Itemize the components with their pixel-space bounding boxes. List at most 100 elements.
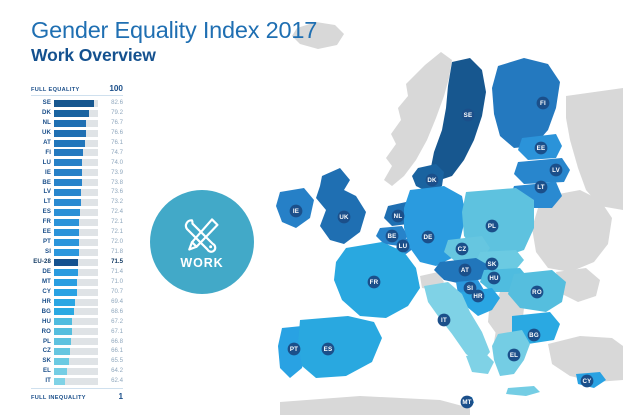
full-equality-value: 100 <box>109 84 123 93</box>
bar-fill <box>54 149 83 157</box>
map-badge-label: NL <box>394 213 403 220</box>
bar-track <box>54 228 98 236</box>
country-code-label: FR <box>42 218 51 226</box>
map-badge-label: HR <box>473 293 483 300</box>
bar-row: HU 67.2 <box>31 318 123 327</box>
country-code-label: EE <box>42 228 51 236</box>
bar-track <box>54 308 98 316</box>
country-code-label: DE <box>42 267 51 275</box>
bar-row: LU 74.0 <box>31 159 123 168</box>
bar-value-label: 70.7 <box>111 287 123 295</box>
map-badge-circle <box>367 275 381 289</box>
bar-value-label: 73.9 <box>111 168 123 176</box>
country-code-label: BE <box>42 178 51 186</box>
bar-fill <box>54 169 82 177</box>
bar-value-label: 72.1 <box>111 218 123 226</box>
bar-track <box>54 318 98 326</box>
map-badge-circle <box>287 342 301 356</box>
bar-value-label: 68.6 <box>111 307 123 315</box>
map-badge-label: DE <box>424 234 433 241</box>
bar-value-label: 72.4 <box>111 208 123 216</box>
bar-track <box>54 258 98 266</box>
bar-fill <box>54 288 78 296</box>
country-uk <box>316 168 366 244</box>
bar-row: AT 76.1 <box>31 139 123 148</box>
bar-row: RO 67.1 <box>31 328 123 337</box>
map-badge-label: FI <box>540 100 546 107</box>
bar-row: DE 71.4 <box>31 268 123 277</box>
map-badge-label: SI <box>467 285 473 292</box>
full-inequality-label: FULL INEQUALITY <box>31 394 86 401</box>
bar-row: SE 82.6 <box>31 99 123 108</box>
bar-value-label: 67.2 <box>111 317 123 325</box>
bar-value-label: 62.4 <box>111 377 123 385</box>
map-badge-label: LT <box>537 184 545 191</box>
bar-value-label: 67.1 <box>111 327 123 335</box>
bar-track <box>54 159 98 167</box>
country-code-label: FI <box>45 148 51 156</box>
page-subtitle: Work Overview <box>31 44 156 65</box>
bar-track <box>54 268 98 276</box>
bar-fill <box>54 119 86 127</box>
bar-fill <box>54 109 90 117</box>
bar-fill <box>54 179 82 187</box>
scale-bottom-legend: FULL INEQUALITY 1 <box>31 392 123 401</box>
map-badge-circle <box>530 285 544 299</box>
bar-value-label: 71.0 <box>111 277 123 285</box>
bar-track <box>54 109 98 117</box>
bar-row: CZ 66.1 <box>31 347 123 356</box>
bar-row: EE 72.1 <box>31 228 123 237</box>
bar-track <box>54 179 98 187</box>
bar-row: FI 74.7 <box>31 149 123 158</box>
bar-fill <box>54 378 65 386</box>
bar-value-label: 72.1 <box>111 228 123 236</box>
bar-value-label: 71.4 <box>111 267 123 275</box>
map-badge-circle <box>487 271 501 285</box>
bar-value-label: 66.1 <box>111 347 123 355</box>
bar-value-label: 73.6 <box>111 188 123 196</box>
country-ranking-chart: FULL EQUALITY 100 SE 82.6 DK 79.2 NL 76.7 UK 76… <box>31 84 123 401</box>
country-belarus-ukraine <box>532 190 612 272</box>
country-code-label: MT <box>42 277 51 285</box>
bar-value-label: 73.2 <box>111 198 123 206</box>
bar-track <box>54 139 98 147</box>
map-badge-label: LU <box>399 243 408 250</box>
map-badge-circle <box>391 209 405 223</box>
country-code-label: UK <box>41 128 51 136</box>
bar-track <box>54 238 98 246</box>
map-badge-circle <box>396 239 410 253</box>
map-badge-circle <box>455 242 469 256</box>
bar-row: FR 72.1 <box>31 218 123 227</box>
bar-rows: SE 82.6 DK 79.2 NL 76.7 UK 76.6 AT 76.1 FI 74.7 LU 74… <box>31 99 123 386</box>
page-title: Gender Equality Index 2017 <box>31 17 318 43</box>
map-badge-circle <box>534 180 548 194</box>
bar-row: ES 72.4 <box>31 208 123 217</box>
bar-fill <box>54 209 80 217</box>
map-badge-label: BE <box>388 233 397 240</box>
map-badge-circle <box>458 263 472 277</box>
country-code-label: PL <box>43 337 51 345</box>
country-code-label: HR <box>41 297 51 305</box>
bar-value-label: 82.6 <box>111 99 123 106</box>
map-badge-label: CY <box>583 378 593 385</box>
bar-value-label: 65.5 <box>111 357 123 365</box>
bar-value-label: 74.0 <box>111 158 123 166</box>
map-badge-label: SK <box>488 261 497 268</box>
bar-track <box>54 119 98 127</box>
map-badge-circle <box>580 374 594 388</box>
bar-fill <box>54 298 76 306</box>
bar-track <box>54 189 98 197</box>
bar-fill <box>54 308 74 316</box>
bar-value-label: 64.2 <box>111 367 123 375</box>
country-code-label: RO <box>41 327 51 335</box>
country-iceland <box>292 22 344 49</box>
bar-row: SI 71.8 <box>31 248 123 257</box>
full-inequality-value: 1 <box>118 391 123 401</box>
bar-row: IT 62.4 <box>31 377 123 386</box>
map-badge-circle <box>485 257 499 271</box>
bar-fill <box>54 228 80 236</box>
country-finland <box>492 58 560 148</box>
bar-row: BE 73.8 <box>31 179 123 188</box>
map-badge-label: UK <box>339 214 349 221</box>
bar-row: EL 64.2 <box>31 367 123 376</box>
